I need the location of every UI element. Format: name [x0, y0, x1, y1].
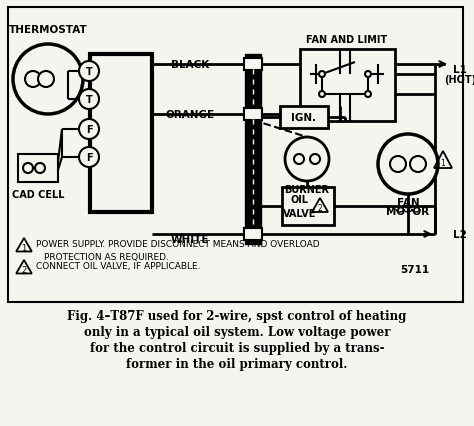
- Bar: [90, 55, 152, 213]
- Bar: [300, 50, 395, 122]
- Text: T: T: [86, 95, 92, 105]
- Text: FAN AND LIMIT: FAN AND LIMIT: [306, 35, 388, 45]
- Text: BURNER: BURNER: [284, 184, 329, 195]
- Circle shape: [294, 155, 304, 164]
- Circle shape: [79, 90, 99, 110]
- Bar: [244, 59, 262, 71]
- Bar: [244, 109, 262, 121]
- Bar: [244, 228, 262, 240]
- Circle shape: [38, 72, 54, 88]
- Bar: [282, 187, 334, 225]
- Circle shape: [285, 138, 329, 181]
- Text: WHITE: WHITE: [171, 234, 209, 245]
- Circle shape: [390, 157, 406, 173]
- Circle shape: [365, 92, 371, 98]
- Text: F: F: [86, 153, 92, 163]
- Text: L1: L1: [453, 65, 467, 75]
- Text: (HOT): (HOT): [444, 75, 474, 85]
- Text: T: T: [86, 67, 92, 77]
- Circle shape: [25, 72, 41, 88]
- Text: OIL: OIL: [291, 195, 309, 204]
- Circle shape: [378, 135, 438, 195]
- Bar: [18, 155, 58, 183]
- Text: CAD CELL: CAD CELL: [12, 190, 64, 199]
- Text: 5711: 5711: [401, 265, 429, 274]
- Text: CONNECT OIL VALVE, IF APPLICABLE.: CONNECT OIL VALVE, IF APPLICABLE.: [36, 262, 201, 271]
- Circle shape: [410, 157, 426, 173]
- Circle shape: [13, 45, 83, 115]
- Text: 2: 2: [21, 266, 27, 275]
- Text: PROTECTION AS REQUIRED.: PROTECTION AS REQUIRED.: [44, 253, 169, 262]
- Text: for the control circuit is supplied by a trans-: for the control circuit is supplied by a…: [90, 341, 384, 354]
- Text: ORANGE: ORANGE: [165, 110, 215, 120]
- Text: THERMOSTAT: THERMOSTAT: [9, 25, 87, 35]
- Text: VALVE: VALVE: [283, 208, 317, 219]
- Text: 1: 1: [21, 244, 27, 253]
- Text: 2: 2: [318, 204, 322, 213]
- Text: IGN.: IGN.: [292, 113, 317, 123]
- Bar: [8, 8, 463, 302]
- Circle shape: [365, 72, 371, 78]
- Text: 1: 1: [441, 159, 446, 168]
- Text: POWER SUPPLY. PROVIDE DISCONNECT MEANS AND OVERLOAD: POWER SUPPLY. PROVIDE DISCONNECT MEANS A…: [36, 239, 319, 248]
- Circle shape: [319, 72, 325, 78]
- Bar: [245, 55, 261, 245]
- Circle shape: [319, 92, 325, 98]
- Text: MOTOR: MOTOR: [386, 207, 429, 216]
- Text: FAN: FAN: [397, 198, 419, 207]
- Circle shape: [79, 62, 99, 82]
- Circle shape: [79, 120, 99, 140]
- Text: L2: L2: [453, 230, 467, 239]
- Circle shape: [310, 155, 320, 164]
- Text: F: F: [86, 125, 92, 135]
- Circle shape: [79, 148, 99, 167]
- Text: Fig. 4–T87F used for 2-wire, spst control of heating: Fig. 4–T87F used for 2-wire, spst contro…: [67, 309, 407, 322]
- Text: BLACK: BLACK: [171, 60, 209, 70]
- Text: former in the oil primary control.: former in the oil primary control.: [126, 357, 348, 370]
- Text: only in a typical oil system. Low voltage power: only in a typical oil system. Low voltag…: [84, 325, 390, 338]
- Bar: [280, 107, 328, 129]
